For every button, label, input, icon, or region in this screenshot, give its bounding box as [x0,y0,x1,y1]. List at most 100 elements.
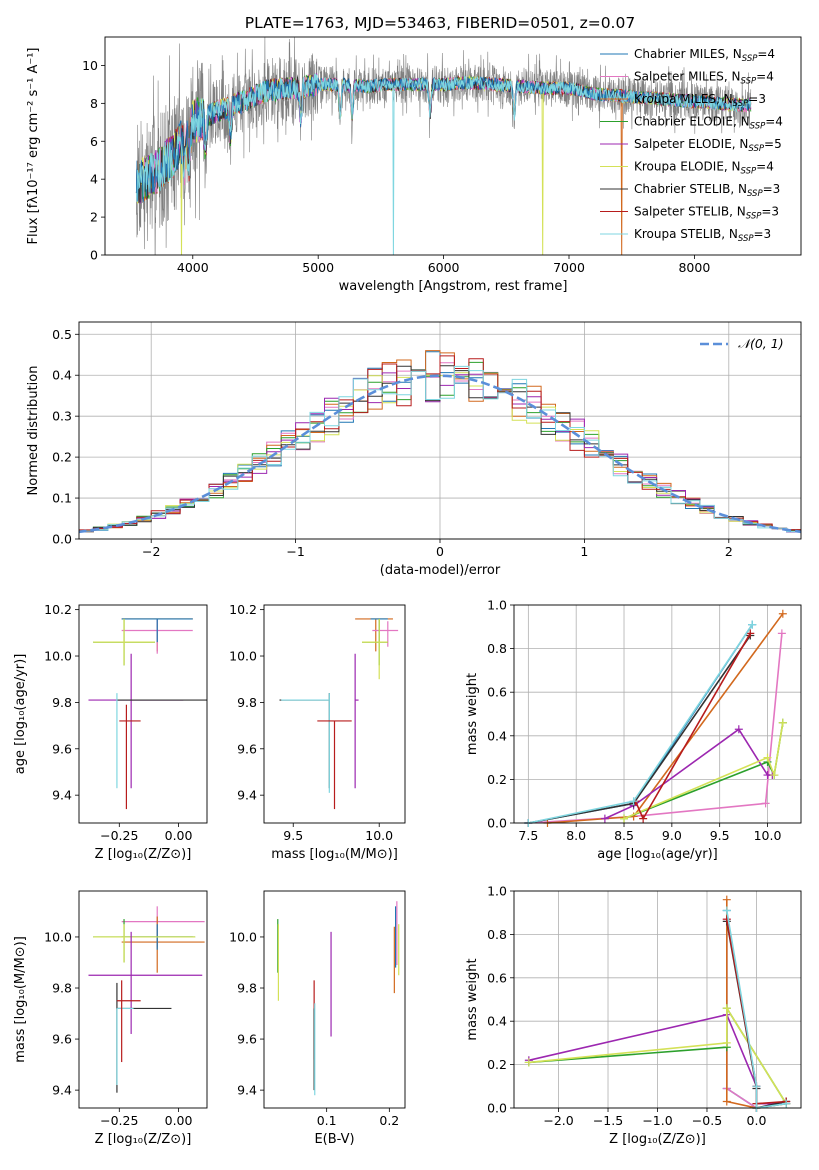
legend-label: Kroupa MILES, NSSP=3 [634,92,766,109]
x-tick-label: 10.0 [754,828,782,843]
x-tick-label: −1.0 [642,1113,672,1128]
legend-label: Salpeter STELIB, NSSP=3 [634,205,779,222]
x-tick-label: 0.00 [165,828,193,843]
data-point-marker [722,915,731,924]
y-tick-label: 9.8 [237,981,257,996]
data-point-marker [524,1058,533,1067]
data-point-marker [752,1082,761,1091]
data-point-marker [761,799,770,808]
y-tick-label: 0.1 [52,491,72,506]
panel-residuals: −2 −1 0 1 2 0.0 0.1 0.2 0.3 0.4 0.5 (data-model)/er… [26,321,802,578]
data-point-marker [734,725,743,734]
axes-frame [263,604,406,824]
y-tick-label: 10.0 [229,929,257,944]
series-line-kroupa-miles [547,613,784,824]
y-tick-label: 10.2 [44,602,72,617]
y-tick-label: 9.4 [52,788,72,803]
panel-spectrum: 4000 5000 6000 7000 8000 0 2 4 6 8 10 wavelength [A… [26,36,802,294]
legend-label: Salpeter MILES, NSSP=4 [634,70,774,87]
y-tick-label: 9.4 [237,788,257,803]
model-spectrum-kroupa-stelib [135,73,752,255]
y-tick-label: 9.8 [52,981,72,996]
data-point-marker [722,1097,731,1106]
y-tick-label: 0.0 [487,1101,507,1116]
data-point-marker [782,1099,791,1108]
age_vs_mass-plot-area [279,618,399,810]
axes-frame [78,604,208,824]
panel-mass-vs-EBV: 0.1 0.2 9.4 9.6 9.8 10.0 E(B-V) [229,890,406,1147]
mass_vs_EBV-plot-area [277,901,400,1096]
y-tick-label: 1.0 [487,884,507,899]
y-tick-label: 0.4 [52,368,72,383]
data-point-marker [722,906,731,915]
legend: Chabrier MILES, NSSP=4 Salpeter MILES, NS… [600,47,783,244]
x-tick-label: 7000 [553,260,585,275]
x-tick-label: 8000 [678,260,710,275]
y-tick-label: 9.6 [52,741,72,756]
x-tick-label: −1 [286,544,304,559]
residuals-plot-area [79,350,801,535]
x-tick-label: 0.00 [165,1113,193,1128]
y-axis-label: Normed distribution [26,366,41,496]
data-point-marker [639,814,648,823]
y-tick-label: 9.8 [237,695,257,710]
mass_vs_Z-plot-area [88,906,205,1093]
panel-weight-vs-Z: −2.0 −1.5 −1.0 −0.5 0.0 0.0 0.2 0.4 0.6 0.8 1.0 Z [… [465,884,802,1147]
y-tick-label: 10.0 [44,929,72,944]
x-axis-label: Z [log₁₀(Z/Z⊙)] [609,1132,706,1147]
series-line-chabrier-stelib [528,635,751,824]
x-tick-label: −0.5 [692,1113,722,1128]
spectrum-plot-area [135,37,752,255]
x-tick-label: 8.5 [614,828,634,843]
axes-frame [513,890,802,1109]
y-tick-label: 9.8 [52,695,72,710]
x-axis-label: mass [log₁₀(M/M⊙)] [271,847,398,862]
panel-weight-vs-age: 7.5 8.0 8.5 9.0 9.5 10.0 0.0 0.2 0.4 0.6 0.8 1.0 age… [465,598,802,862]
legend-label: 𝒩(0, 1) [738,336,784,351]
data-point-marker [777,629,786,638]
x-tick-label: 0 [436,544,444,559]
axes-frame [263,890,406,1109]
data-point-marker [600,814,609,823]
y-tick-label: 9.4 [237,1083,257,1098]
data-point-marker [748,620,757,629]
panel-mass-vs-Z: −0.25 0.00 9.4 9.6 9.8 10.0 Z [log₁₀(Z/Z⊙)] mas… [13,890,208,1147]
x-axis-label: Z [log₁₀(Z/Z⊙)] [95,1132,192,1147]
panel-age-vs-Z: −0.25 0.00 9.4 9.6 9.8 10.0 10.2 Z [log₁₀(Z/Z⊙)… [13,602,208,862]
data-point-marker [620,814,629,823]
y-axis-label: mass weight [465,958,480,1040]
y-tick-label: 10.0 [229,649,257,664]
series-line-salpeter-miles [528,633,783,824]
panel-age-vs-mass: 9.5 10.0 9.4 9.6 9.8 10.0 10.2 mass [log₁₀(M/M⊙… [229,602,406,862]
axes-frame [513,604,802,824]
y-tick-label: 1.0 [487,598,507,613]
y-tick-label: 0.8 [487,641,507,656]
age_vs_Z-plot-area [88,618,207,810]
data-point-marker [778,718,787,727]
x-tick-label: 1 [580,544,588,559]
legend-label: Kroupa ELODIE, NSSP=4 [634,160,774,177]
y-tick-label: 9.6 [52,1032,72,1047]
series-line-kroupa-elodie [528,1005,787,1105]
y-axis-label: mass weight [465,673,480,755]
y-tick-label: 9.6 [237,1032,257,1047]
y-tick-label: 0.6 [487,970,507,985]
x-tick-label: 4000 [177,260,209,275]
weight_vs_age-plot-area [524,609,787,827]
y-tick-label: 10 [82,58,98,73]
y-tick-label: 10.0 [44,649,72,664]
legend-label: Chabrier STELIB, NSSP=3 [634,182,780,199]
x-tick-label: 5000 [302,260,334,275]
legend-label: Kroupa STELIB, NSSP=3 [634,227,771,244]
x-tick-label: 0.1 [317,1113,337,1128]
axes-frame [78,890,208,1109]
data-point-marker [722,1038,731,1047]
y-tick-label: 6 [90,134,98,149]
y-tick-label: 0.2 [487,1057,507,1072]
x-tick-label: −0.25 [100,1113,138,1128]
data-point-marker [770,771,779,780]
x-axis-label: Z [log₁₀(Z/Z⊙)] [95,847,192,862]
x-tick-label: −1.5 [593,1113,623,1128]
series-line-kroupa-stelib [726,910,787,1109]
